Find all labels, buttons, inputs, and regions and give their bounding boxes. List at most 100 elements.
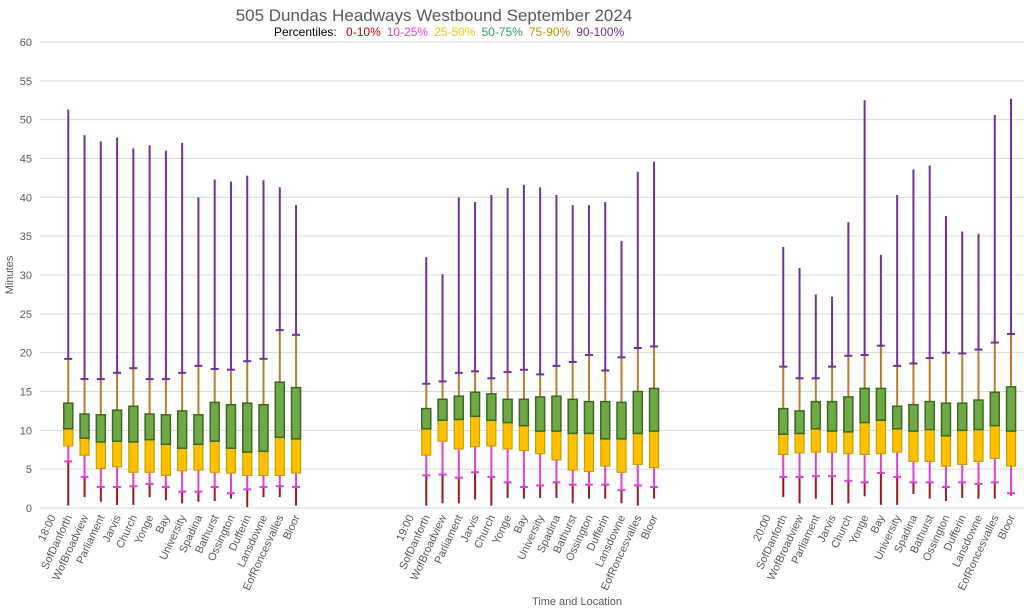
box-p50-p75 bbox=[551, 395, 562, 432]
x-tick-label: Bloor bbox=[639, 513, 661, 542]
box-p50-p75 bbox=[583, 400, 595, 435]
box-p25-p50 bbox=[940, 435, 952, 467]
legend-item: 90-100% bbox=[576, 25, 625, 39]
legend-item: 50-75% bbox=[481, 25, 523, 39]
box-p25-p50 bbox=[160, 443, 171, 476]
box-jarvis bbox=[469, 201, 481, 500]
box-p50-p75 bbox=[891, 405, 903, 430]
box-p25-p50 bbox=[518, 425, 529, 452]
box-p50-p75 bbox=[534, 396, 546, 432]
box-p50-p75 bbox=[567, 398, 578, 435]
x-axis-title: Time and Location bbox=[532, 596, 622, 608]
box-p25-p50 bbox=[193, 443, 204, 471]
box-p50-p75 bbox=[176, 410, 188, 449]
box-lansdowne bbox=[258, 180, 269, 498]
box-p25-p50 bbox=[242, 451, 253, 476]
x-axis-labels: 18:00SofDanforthWofBroadviewParliamentJa… bbox=[36, 512, 1018, 592]
y-tick-label: 25 bbox=[20, 309, 32, 321]
box-p50-p75 bbox=[778, 407, 789, 435]
box-p25-p50 bbox=[600, 438, 611, 467]
box-yonge bbox=[859, 100, 870, 497]
box-p50-p75 bbox=[973, 399, 984, 431]
y-tick-label: 30 bbox=[20, 270, 32, 282]
box-p50-p75 bbox=[843, 396, 854, 433]
legend: Percentiles: 0-10% 10-25% 25-50% 50-75% 75-9… bbox=[274, 25, 636, 39]
gridlines bbox=[40, 41, 1024, 509]
box-p50-p75 bbox=[111, 409, 123, 442]
box-p50-p75 bbox=[421, 407, 432, 430]
box-ossington bbox=[583, 205, 595, 499]
box-p50-p75 bbox=[193, 414, 204, 446]
box-bloor bbox=[648, 161, 660, 499]
box-p50-p75 bbox=[95, 414, 107, 443]
box-spadina bbox=[908, 169, 919, 495]
legend-item: 10-25% bbox=[386, 25, 429, 39]
box-parliament bbox=[453, 197, 465, 504]
box-p25-p50 bbox=[778, 433, 789, 456]
box-p25-p50 bbox=[973, 428, 984, 463]
box-p50-p75 bbox=[453, 395, 465, 421]
box-university bbox=[891, 195, 903, 505]
box-p50-p75 bbox=[810, 400, 822, 430]
box-p50-p75 bbox=[632, 390, 644, 435]
box-p25-p50 bbox=[908, 430, 919, 462]
box-wofbroadview bbox=[79, 135, 90, 498]
box-p50-p75 bbox=[290, 386, 302, 440]
y-tick-label: 15 bbox=[20, 387, 32, 399]
chart-title: 505 Dundas Headways Westbound September … bbox=[235, 6, 633, 25]
x-tick-label: Bloor bbox=[281, 513, 303, 542]
box-p25-p50 bbox=[437, 419, 448, 442]
legend-item: 75-90% bbox=[528, 25, 571, 39]
box-p25-p50 bbox=[632, 432, 643, 466]
y-tick-label: 50 bbox=[20, 115, 32, 127]
box-church bbox=[128, 148, 139, 505]
box-p25-p50 bbox=[567, 432, 578, 471]
box-bathurst bbox=[924, 165, 935, 499]
box-p25-p50 bbox=[989, 425, 1000, 459]
box-bloor bbox=[1005, 98, 1017, 496]
box-yonge bbox=[144, 145, 155, 498]
y-tick-label: 20 bbox=[20, 348, 32, 360]
box-p25-p50 bbox=[79, 437, 90, 456]
box-p25-p50 bbox=[177, 447, 188, 472]
box-dufferin bbox=[599, 201, 611, 499]
box-p25-p50 bbox=[453, 418, 464, 450]
y-axis-ticks: 0 5 10 15 20 25 30 35 40 45 50 55 60 bbox=[20, 37, 32, 515]
box-p25-p50 bbox=[225, 447, 237, 474]
box-bloor bbox=[290, 205, 302, 506]
box-sofdanforth bbox=[778, 247, 789, 498]
box-p50-p75 bbox=[241, 402, 253, 453]
box-p50-p75 bbox=[469, 391, 481, 418]
box-p25-p50 bbox=[290, 438, 302, 474]
box-ossington bbox=[940, 215, 952, 502]
box-wofbroadview bbox=[437, 274, 448, 504]
box-p50-p75 bbox=[875, 387, 887, 421]
box-p50-p75 bbox=[908, 403, 919, 432]
box-spadina bbox=[551, 195, 562, 498]
box-jarvis bbox=[111, 137, 123, 505]
box-p25-p50 bbox=[209, 440, 220, 473]
box-p50-p75 bbox=[274, 381, 286, 439]
box-p25-p50 bbox=[616, 438, 627, 473]
box-p25-p50 bbox=[95, 441, 106, 469]
y-tick-label: 45 bbox=[20, 154, 32, 166]
box-jarvis bbox=[826, 296, 838, 505]
box-p25-p50 bbox=[111, 440, 123, 468]
y-tick-label: 40 bbox=[20, 192, 32, 204]
box-bay bbox=[518, 184, 530, 499]
box-p50-p75 bbox=[437, 398, 448, 421]
box-p25-p50 bbox=[63, 428, 74, 447]
box-p50-p75 bbox=[940, 402, 952, 437]
box-p25-p50 bbox=[535, 430, 546, 455]
box-p25-p50 bbox=[551, 430, 562, 461]
y-tick-label: 55 bbox=[20, 76, 32, 88]
box-parliament bbox=[810, 294, 822, 499]
box-p50-p75 bbox=[502, 398, 513, 424]
box-p25-p50 bbox=[843, 431, 854, 455]
legend-items: 0-10% 10-25% 25-50% 50-75% 75-90% 90-100% bbox=[346, 25, 630, 39]
box-p25-p50 bbox=[469, 415, 481, 448]
box-p50-p75 bbox=[859, 387, 870, 424]
box-p25-p50 bbox=[810, 428, 821, 453]
box-p25-p50 bbox=[421, 428, 432, 456]
box-p50-p75 bbox=[79, 413, 90, 439]
